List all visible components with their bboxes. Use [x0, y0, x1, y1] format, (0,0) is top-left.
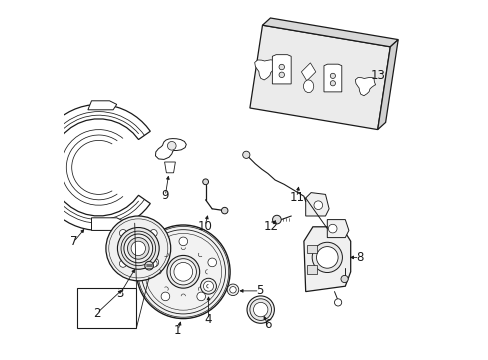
Circle shape — [106, 216, 170, 281]
Polygon shape — [272, 55, 290, 84]
Text: 10: 10 — [197, 220, 212, 233]
Circle shape — [329, 73, 335, 78]
Circle shape — [161, 292, 169, 301]
Polygon shape — [324, 64, 341, 92]
Circle shape — [150, 258, 159, 267]
Circle shape — [197, 292, 205, 301]
Circle shape — [119, 260, 126, 267]
Text: 1: 1 — [174, 324, 181, 337]
Circle shape — [131, 241, 145, 256]
Text: 7: 7 — [70, 235, 77, 248]
Circle shape — [123, 234, 152, 263]
Circle shape — [167, 141, 176, 150]
Polygon shape — [254, 60, 277, 80]
Circle shape — [150, 230, 157, 237]
Text: 5: 5 — [255, 284, 263, 297]
Circle shape — [136, 225, 230, 319]
Circle shape — [249, 299, 271, 320]
Polygon shape — [262, 18, 397, 47]
Circle shape — [207, 258, 216, 267]
Circle shape — [328, 224, 336, 233]
Circle shape — [119, 230, 126, 237]
Text: 11: 11 — [288, 191, 304, 204]
Circle shape — [340, 275, 347, 283]
Text: 2: 2 — [93, 307, 101, 320]
Polygon shape — [307, 265, 317, 274]
Polygon shape — [249, 25, 389, 130]
Circle shape — [150, 260, 157, 267]
Circle shape — [203, 179, 208, 185]
Circle shape — [203, 281, 213, 291]
Polygon shape — [303, 227, 350, 292]
Polygon shape — [355, 77, 375, 96]
Polygon shape — [155, 139, 186, 159]
Circle shape — [179, 237, 187, 246]
Polygon shape — [326, 220, 348, 238]
Circle shape — [242, 151, 249, 158]
Circle shape — [174, 262, 192, 281]
Circle shape — [246, 296, 274, 323]
Circle shape — [144, 261, 153, 270]
Circle shape — [311, 242, 342, 273]
Text: 13: 13 — [369, 69, 385, 82]
Circle shape — [127, 238, 149, 259]
Circle shape — [316, 247, 337, 268]
Circle shape — [279, 64, 284, 70]
Polygon shape — [307, 245, 317, 253]
Circle shape — [229, 287, 236, 293]
Circle shape — [227, 284, 238, 296]
Circle shape — [272, 215, 281, 224]
Circle shape — [117, 228, 159, 269]
Polygon shape — [88, 101, 117, 110]
Polygon shape — [164, 162, 175, 173]
Text: 9: 9 — [161, 189, 169, 202]
Circle shape — [313, 201, 322, 210]
Text: 6: 6 — [264, 318, 271, 331]
Text: 12: 12 — [264, 220, 279, 233]
Polygon shape — [377, 40, 397, 130]
Circle shape — [166, 256, 199, 288]
Text: 4: 4 — [204, 313, 212, 326]
Circle shape — [221, 207, 227, 214]
Circle shape — [200, 278, 216, 294]
Polygon shape — [303, 80, 313, 93]
Polygon shape — [36, 104, 150, 230]
Polygon shape — [301, 63, 315, 81]
Circle shape — [170, 259, 196, 285]
Text: 8: 8 — [355, 251, 363, 264]
Circle shape — [334, 299, 341, 306]
Circle shape — [279, 72, 284, 77]
Polygon shape — [91, 218, 127, 230]
Circle shape — [253, 302, 267, 317]
Polygon shape — [305, 193, 328, 216]
Text: 3: 3 — [116, 287, 124, 300]
Circle shape — [329, 81, 335, 86]
